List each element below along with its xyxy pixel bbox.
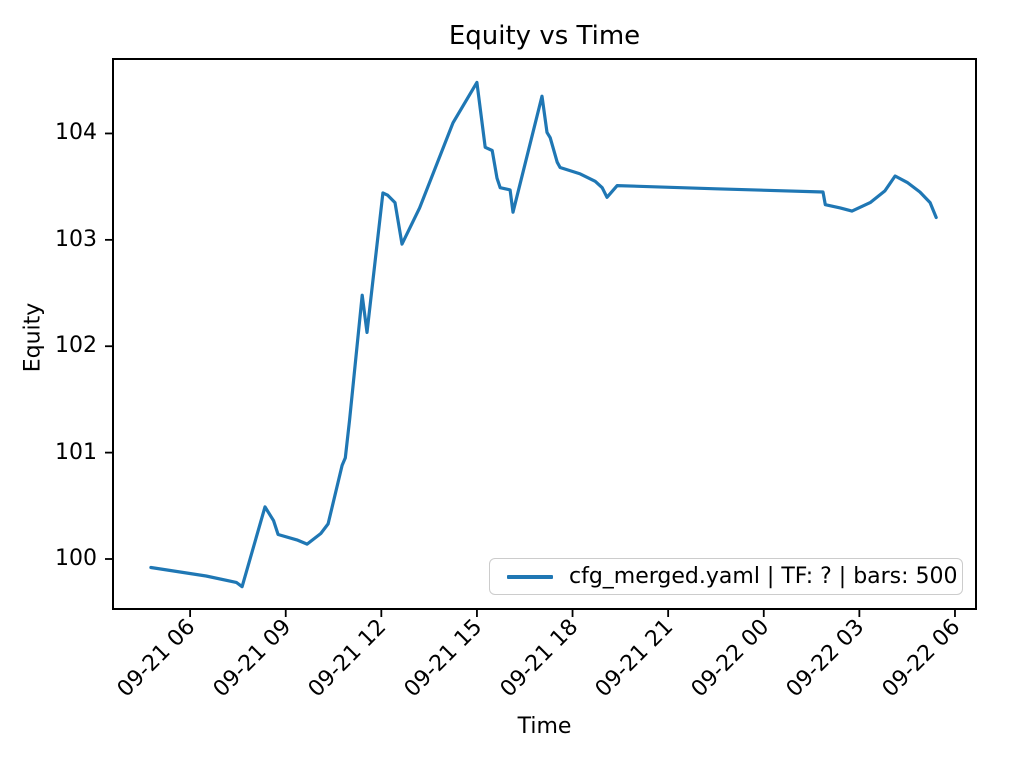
y-tick-label: 101 [55,439,97,465]
x-axis-label: Time [517,714,572,739]
legend: cfg_merged.yaml | TF: ? | bars: 500 [489,558,963,595]
tick-marks [105,132,956,617]
y-tick-label: 100 [55,546,97,571]
y-tick-label: 103 [55,226,97,252]
equity-line [149,80,938,589]
legend-label: cfg_merged.yaml | TF: ? | bars: 500 [569,563,958,589]
y-tick-label: 104 [55,120,97,146]
plot-frame [112,58,977,610]
legend-line-sample-icon [507,574,553,579]
y-tick-label: 102 [55,333,97,359]
chart-title: Equity vs Time [448,21,641,51]
